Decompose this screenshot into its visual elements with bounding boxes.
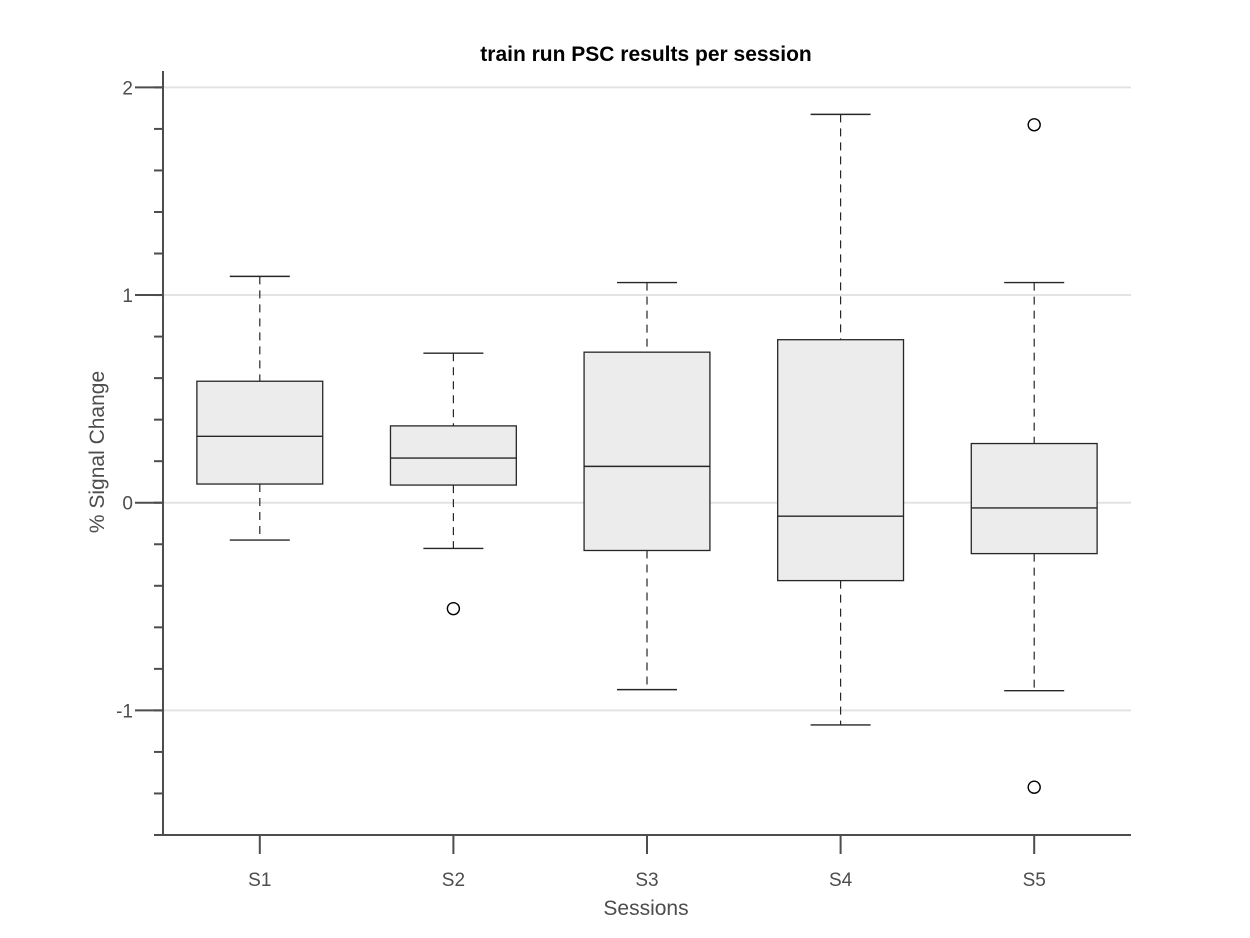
interquartile-box — [583, 351, 711, 552]
x-tick-label: S2 — [442, 870, 465, 891]
y-tick-label: 0 — [122, 494, 133, 515]
boxes-layer — [196, 113, 1098, 794]
outlier-point — [1027, 780, 1041, 794]
box-s4 — [777, 113, 905, 726]
interquartile-box — [777, 339, 905, 582]
box-s5 — [970, 118, 1098, 794]
y-axis-label: % Signal Change — [86, 371, 109, 533]
interquartile-box — [970, 442, 1098, 555]
box-s2 — [389, 352, 517, 616]
outlier-point — [1027, 118, 1041, 132]
x-tick-label: S1 — [248, 870, 271, 891]
outlier-point — [446, 601, 461, 616]
y-tick-label: -1 — [116, 701, 133, 722]
chart-title: train run PSC results per session — [480, 43, 811, 66]
x-tick-label: S3 — [635, 870, 658, 891]
y-tick-label: 1 — [122, 286, 133, 307]
interquartile-box — [196, 380, 324, 485]
x-axis-label: Sessions — [603, 897, 688, 920]
box-s1 — [196, 275, 324, 541]
x-tick-label: S5 — [1023, 870, 1046, 891]
box-s3 — [583, 281, 711, 691]
x-tick-label: S4 — [829, 870, 853, 891]
y-tick-label: 2 — [122, 78, 133, 99]
grid-lines — [163, 86, 1131, 712]
axes: -1 0 1 2 S1 S2 S3 S4 S5 — [116, 71, 1131, 891]
interquartile-box — [389, 425, 517, 486]
